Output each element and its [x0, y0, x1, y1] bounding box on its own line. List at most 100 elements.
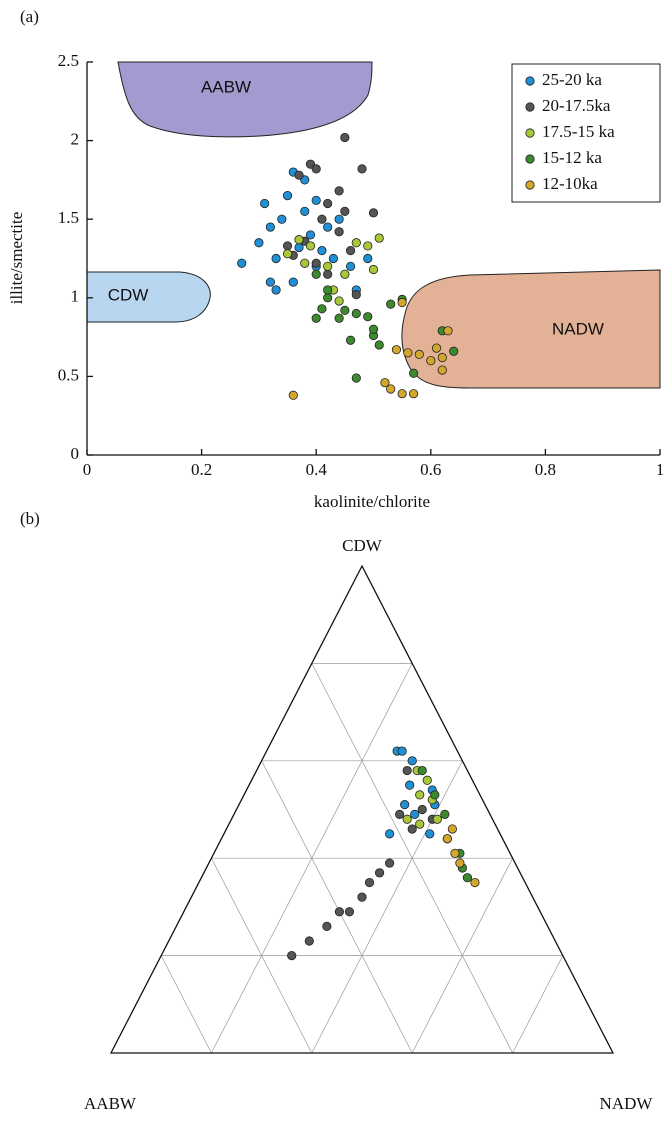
point [364, 877, 375, 888]
point [417, 804, 427, 815]
point [455, 858, 465, 868]
point [385, 858, 395, 868]
point [402, 814, 412, 824]
point [450, 848, 460, 858]
point [397, 746, 407, 756]
aabw-field [117, 61, 373, 138]
point [282, 191, 293, 201]
field-label: AABW [201, 77, 251, 96]
cdw-field [87, 271, 211, 323]
point [334, 214, 344, 224]
point [351, 290, 361, 300]
point [323, 269, 333, 279]
y-tick-label: 0 [71, 444, 80, 463]
legend-box [511, 63, 661, 203]
point [305, 241, 316, 251]
point [363, 241, 373, 251]
point [440, 809, 450, 819]
legend-marker [525, 128, 535, 138]
point [345, 246, 356, 256]
point [447, 824, 457, 834]
y-tick-label: 2.5 [58, 51, 79, 70]
point [409, 368, 419, 378]
point [334, 227, 344, 237]
legend-marker [525, 180, 535, 190]
point [340, 305, 350, 315]
point [386, 384, 396, 394]
point [334, 186, 344, 196]
point [311, 313, 321, 323]
point [417, 765, 427, 776]
point [437, 365, 447, 375]
point [357, 164, 367, 174]
point [430, 790, 440, 800]
point [374, 340, 384, 350]
point [294, 170, 304, 180]
point [397, 297, 407, 308]
point [271, 253, 281, 264]
panel-label: (a) [20, 7, 39, 26]
point [300, 258, 310, 268]
grid-line [261, 760, 413, 1054]
point [340, 269, 350, 279]
point [323, 198, 333, 209]
point [415, 819, 425, 829]
point [409, 389, 419, 399]
point [402, 765, 412, 776]
point [426, 356, 436, 366]
point [288, 277, 298, 287]
legend-label: 12-10ka [542, 174, 598, 193]
point [294, 235, 304, 245]
point [462, 873, 473, 883]
point [345, 335, 356, 345]
point [368, 264, 379, 275]
grid-line [512, 955, 564, 1054]
point [432, 814, 442, 824]
point [340, 206, 350, 216]
point [340, 132, 350, 143]
point [345, 261, 356, 271]
corner-label: CDW [342, 536, 383, 555]
point [288, 390, 298, 400]
point [405, 780, 415, 790]
point [351, 373, 361, 383]
point [351, 238, 361, 248]
point [311, 258, 321, 268]
point [407, 756, 417, 766]
corner-label: NADW [600, 1094, 654, 1113]
point [323, 222, 333, 232]
point [470, 877, 480, 888]
point [380, 378, 390, 388]
point [282, 249, 293, 259]
point [328, 253, 338, 264]
point [323, 261, 333, 271]
legend-label: 25-20 ka [542, 70, 602, 89]
point [304, 936, 314, 946]
point [311, 195, 321, 205]
point [385, 829, 395, 839]
x-tick-label: 1 [656, 460, 665, 479]
point [395, 809, 405, 819]
point [391, 345, 402, 355]
triangle [109, 564, 615, 1054]
point [425, 829, 435, 839]
point [442, 834, 452, 844]
point [334, 313, 344, 323]
x-tick-label: 0.2 [191, 460, 212, 479]
point [277, 214, 287, 224]
point [443, 326, 453, 336]
point [357, 892, 367, 902]
point [422, 775, 432, 785]
point [363, 253, 373, 264]
legend-label: 15-12 ka [542, 148, 602, 167]
y-tick-label: 2 [71, 130, 80, 149]
point [410, 809, 420, 819]
point [351, 308, 361, 319]
grid-line [411, 858, 513, 1054]
y-tick-label: 0.5 [58, 365, 79, 384]
x-tick-label: 0.8 [535, 460, 556, 479]
x-tick-label: 0 [83, 460, 92, 479]
legend-label: 20-17.5ka [542, 96, 611, 115]
